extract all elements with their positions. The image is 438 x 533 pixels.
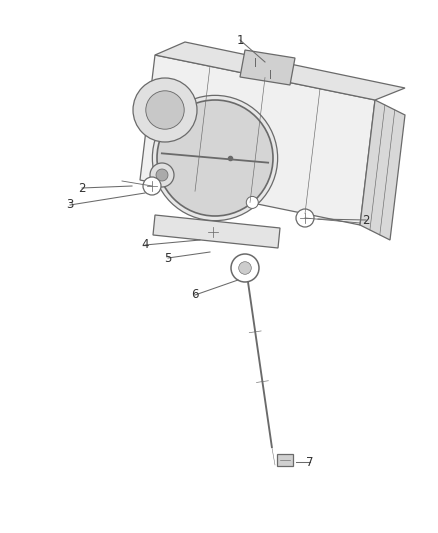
Text: 5: 5 [164,252,172,264]
Circle shape [150,163,174,187]
Text: 6: 6 [191,288,199,302]
Circle shape [172,108,184,119]
Circle shape [156,169,168,181]
Circle shape [152,95,278,221]
Text: 3: 3 [66,198,74,212]
Circle shape [133,78,197,142]
Text: 4: 4 [141,238,149,252]
Circle shape [146,91,184,129]
Circle shape [231,254,259,282]
Polygon shape [240,50,295,85]
Circle shape [157,100,273,216]
Circle shape [205,224,221,240]
Polygon shape [153,215,280,248]
Text: 2: 2 [78,182,86,195]
Circle shape [296,209,314,227]
Text: 2: 2 [362,214,370,227]
Circle shape [239,262,251,274]
Polygon shape [155,42,405,100]
Circle shape [246,197,258,208]
Circle shape [143,177,161,195]
Text: 7: 7 [306,456,314,469]
Polygon shape [140,55,375,225]
Text: 1: 1 [236,34,244,46]
Bar [277,454,293,466]
Polygon shape [360,100,405,240]
